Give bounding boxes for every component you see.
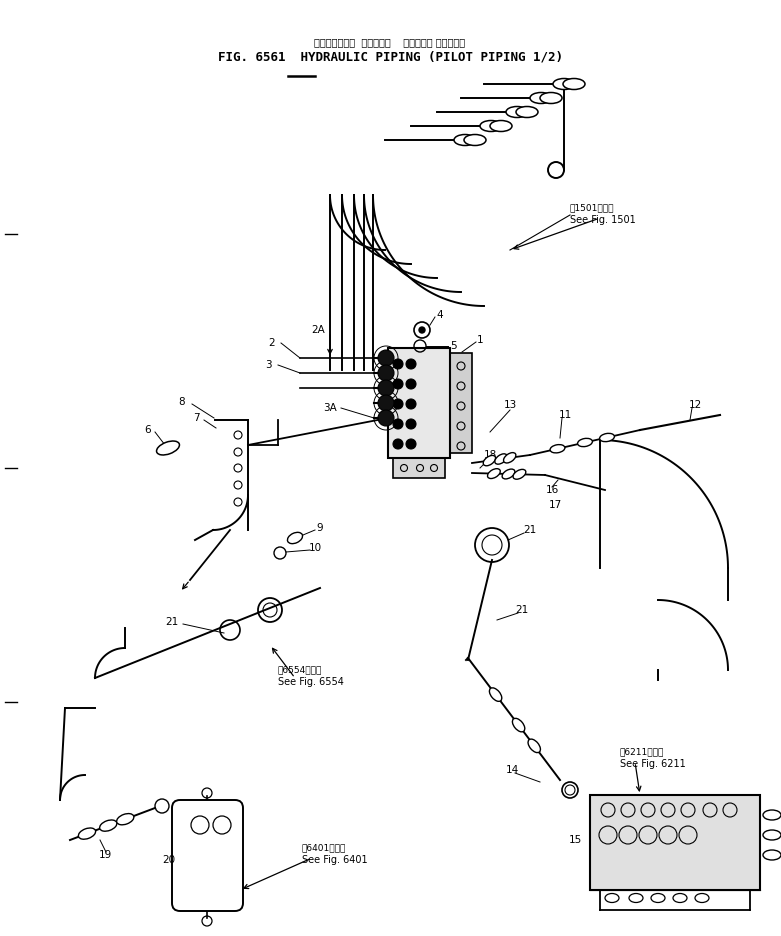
- Text: 第6401図参照: 第6401図参照: [302, 843, 347, 853]
- Text: 15: 15: [569, 835, 582, 845]
- Ellipse shape: [116, 813, 134, 825]
- Ellipse shape: [763, 830, 781, 840]
- Ellipse shape: [530, 93, 552, 104]
- Ellipse shape: [454, 135, 476, 145]
- Ellipse shape: [673, 894, 687, 902]
- Text: 第6211図参照: 第6211図参照: [620, 748, 665, 756]
- Circle shape: [419, 327, 425, 333]
- Text: See Fig. 6211: See Fig. 6211: [620, 759, 686, 769]
- Ellipse shape: [563, 79, 585, 90]
- Text: 3: 3: [265, 360, 271, 370]
- Ellipse shape: [763, 810, 781, 820]
- Ellipse shape: [540, 93, 562, 104]
- Ellipse shape: [516, 107, 538, 118]
- Circle shape: [378, 365, 394, 381]
- Circle shape: [393, 399, 403, 409]
- Text: 12: 12: [688, 400, 701, 410]
- Ellipse shape: [487, 469, 501, 478]
- Text: 17: 17: [548, 500, 562, 510]
- Text: 2A: 2A: [311, 325, 325, 335]
- Ellipse shape: [506, 107, 528, 118]
- Ellipse shape: [490, 688, 501, 701]
- FancyBboxPatch shape: [450, 353, 472, 453]
- Text: 20: 20: [162, 855, 175, 865]
- Text: 8: 8: [179, 397, 185, 407]
- Circle shape: [378, 380, 394, 396]
- FancyBboxPatch shape: [172, 800, 243, 911]
- Text: FIG. 6561  HYDRAULIC PIPING (PILOT PIPING 1/2): FIG. 6561 HYDRAULIC PIPING (PILOT PIPING…: [217, 51, 562, 64]
- Ellipse shape: [651, 894, 665, 902]
- Ellipse shape: [483, 456, 496, 466]
- Ellipse shape: [578, 438, 593, 446]
- Ellipse shape: [629, 894, 643, 902]
- Ellipse shape: [512, 718, 525, 732]
- Ellipse shape: [504, 453, 516, 463]
- Ellipse shape: [695, 894, 709, 902]
- FancyBboxPatch shape: [590, 795, 760, 890]
- Ellipse shape: [763, 850, 781, 860]
- Ellipse shape: [502, 469, 515, 479]
- Text: See Fig. 6401: See Fig. 6401: [302, 855, 368, 865]
- Text: 18: 18: [483, 450, 497, 460]
- FancyBboxPatch shape: [393, 458, 445, 478]
- Text: 21: 21: [523, 525, 537, 535]
- Text: 19: 19: [98, 850, 112, 860]
- Ellipse shape: [513, 469, 526, 479]
- Ellipse shape: [553, 79, 575, 90]
- Circle shape: [406, 399, 416, 409]
- Text: 21: 21: [515, 605, 529, 615]
- Ellipse shape: [100, 820, 117, 831]
- Ellipse shape: [78, 828, 95, 840]
- Text: 5: 5: [450, 341, 457, 351]
- Text: 2: 2: [269, 338, 276, 348]
- Circle shape: [406, 359, 416, 369]
- Ellipse shape: [156, 441, 180, 455]
- Ellipse shape: [480, 121, 502, 131]
- Circle shape: [378, 410, 394, 426]
- Text: 14: 14: [505, 765, 519, 775]
- Circle shape: [378, 395, 394, 411]
- Text: 3A: 3A: [323, 403, 337, 413]
- Ellipse shape: [490, 121, 512, 131]
- Text: 10: 10: [308, 543, 322, 553]
- Ellipse shape: [550, 445, 565, 453]
- Text: ハイドロリック  パイピング    パイロット パイピング: ハイドロリック パイピング パイロット パイピング: [315, 37, 465, 47]
- Text: 第6554図参照: 第6554図参照: [278, 665, 323, 675]
- Text: 6: 6: [144, 425, 152, 435]
- Ellipse shape: [464, 135, 486, 145]
- Circle shape: [406, 439, 416, 449]
- Circle shape: [406, 379, 416, 389]
- Text: 7: 7: [193, 413, 199, 423]
- Ellipse shape: [600, 433, 615, 442]
- Text: 13: 13: [504, 400, 516, 410]
- Text: 第1501図参照: 第1501図参照: [570, 203, 615, 212]
- Circle shape: [393, 379, 403, 389]
- Text: 4: 4: [437, 310, 444, 320]
- Text: 11: 11: [558, 410, 572, 420]
- Ellipse shape: [287, 533, 302, 544]
- Ellipse shape: [605, 894, 619, 902]
- Circle shape: [378, 350, 394, 366]
- Ellipse shape: [495, 454, 507, 464]
- Circle shape: [393, 439, 403, 449]
- Ellipse shape: [528, 739, 540, 753]
- FancyBboxPatch shape: [388, 348, 450, 458]
- Text: See Fig. 6554: See Fig. 6554: [278, 677, 344, 687]
- Text: 21: 21: [166, 617, 179, 627]
- Text: See Fig. 1501: See Fig. 1501: [570, 215, 636, 225]
- Text: 16: 16: [545, 485, 558, 495]
- Text: 9: 9: [316, 523, 323, 533]
- Circle shape: [393, 359, 403, 369]
- Text: 1: 1: [476, 335, 483, 345]
- Circle shape: [406, 419, 416, 429]
- Circle shape: [393, 419, 403, 429]
